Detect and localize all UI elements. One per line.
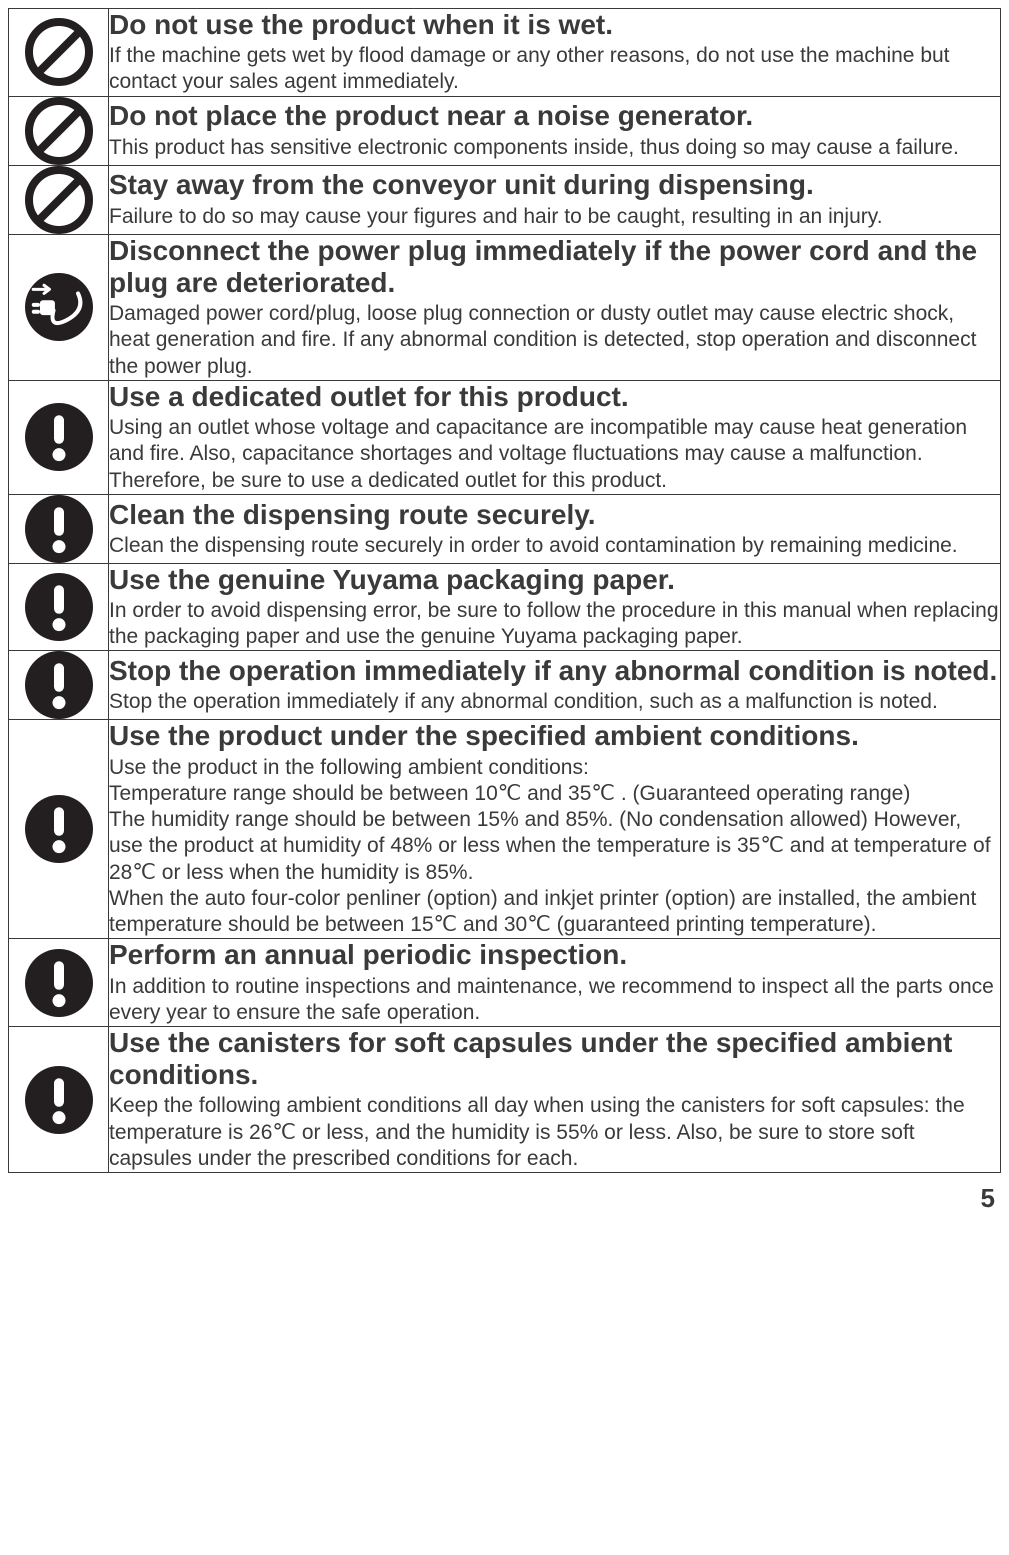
text-cell: Do not place the product near a noise ge… bbox=[109, 96, 1001, 165]
row-heading: Use a dedicated outlet for this product. bbox=[109, 381, 1000, 413]
row-body: Clean the dispensing route securely in o… bbox=[109, 533, 1000, 559]
text-cell: Perform an annual periodic inspection.In… bbox=[109, 939, 1001, 1027]
mandatory-icon bbox=[25, 795, 93, 863]
safety-row: Do not use the product when it is wet.If… bbox=[9, 9, 1001, 97]
safety-row: Use the canisters for soft capsules unde… bbox=[9, 1027, 1001, 1173]
row-heading: Use the genuine Yuyama packaging paper. bbox=[109, 564, 1000, 596]
text-cell: Clean the dispensing route securely.Clea… bbox=[109, 494, 1001, 563]
row-heading: Perform an annual periodic inspection. bbox=[109, 939, 1000, 971]
row-heading: Clean the dispensing route securely. bbox=[109, 499, 1000, 531]
icon-cell bbox=[9, 720, 109, 939]
row-heading: Do not use the product when it is wet. bbox=[109, 9, 1000, 41]
row-body: Failure to do so may cause your figures … bbox=[109, 204, 1000, 230]
icon-cell bbox=[9, 494, 109, 563]
safety-row: Clean the dispensing route securely.Clea… bbox=[9, 494, 1001, 563]
icon-cell bbox=[9, 651, 109, 720]
safety-row: Use the genuine Yuyama packaging paper.I… bbox=[9, 563, 1001, 651]
row-heading: Stay away from the conveyor unit during … bbox=[109, 169, 1000, 201]
mandatory-icon bbox=[25, 651, 93, 719]
row-body: If the machine gets wet by flood damage … bbox=[109, 43, 1000, 96]
mandatory-icon bbox=[25, 573, 93, 641]
unplug-icon bbox=[25, 273, 93, 341]
safety-row: Perform an annual periodic inspection.In… bbox=[9, 939, 1001, 1027]
row-body: In order to avoid dispensing error, be s… bbox=[109, 598, 1000, 651]
row-heading: Do not place the product near a noise ge… bbox=[109, 100, 1000, 132]
text-cell: Do not use the product when it is wet.If… bbox=[109, 9, 1001, 97]
mandatory-icon bbox=[25, 949, 93, 1017]
row-body: Use the product in the following ambient… bbox=[109, 755, 1000, 939]
row-body: Keep the following ambient conditions al… bbox=[109, 1093, 1000, 1172]
safety-row: Stay away from the conveyor unit during … bbox=[9, 165, 1001, 234]
text-cell: Stay away from the conveyor unit during … bbox=[109, 165, 1001, 234]
text-cell: Disconnect the power plug immediately if… bbox=[109, 234, 1001, 380]
safety-row: Use the product under the specified ambi… bbox=[9, 720, 1001, 939]
page-number: 5 bbox=[8, 1173, 1001, 1214]
row-body: Damaged power cord/plug, loose plug conn… bbox=[109, 301, 1000, 380]
icon-cell bbox=[9, 563, 109, 651]
row-heading: Stop the operation immediately if any ab… bbox=[109, 655, 1000, 687]
row-body: This product has sensitive electronic co… bbox=[109, 135, 1000, 161]
safety-table: Do not use the product when it is wet.If… bbox=[8, 8, 1001, 1173]
row-body: Using an outlet whose voltage and capaci… bbox=[109, 415, 1000, 494]
prohibit-icon bbox=[25, 18, 93, 86]
row-body: Stop the operation immediately if any ab… bbox=[109, 689, 1000, 715]
row-body: In addition to routine inspections and m… bbox=[109, 974, 1000, 1027]
mandatory-icon bbox=[25, 403, 93, 471]
icon-cell bbox=[9, 96, 109, 165]
text-cell: Use a dedicated outlet for this product.… bbox=[109, 380, 1001, 494]
mandatory-icon bbox=[25, 1066, 93, 1134]
text-cell: Use the genuine Yuyama packaging paper.I… bbox=[109, 563, 1001, 651]
icon-cell bbox=[9, 1027, 109, 1173]
mandatory-icon bbox=[25, 495, 93, 563]
safety-row: Stop the operation immediately if any ab… bbox=[9, 651, 1001, 720]
text-cell: Use the canisters for soft capsules unde… bbox=[109, 1027, 1001, 1173]
safety-row: Disconnect the power plug immediately if… bbox=[9, 234, 1001, 380]
prohibit-icon bbox=[25, 166, 93, 234]
icon-cell bbox=[9, 939, 109, 1027]
row-heading: Use the product under the specified ambi… bbox=[109, 720, 1000, 752]
icon-cell bbox=[9, 165, 109, 234]
icon-cell bbox=[9, 9, 109, 97]
icon-cell bbox=[9, 380, 109, 494]
icon-cell bbox=[9, 234, 109, 380]
text-cell: Stop the operation immediately if any ab… bbox=[109, 651, 1001, 720]
row-heading: Use the canisters for soft capsules unde… bbox=[109, 1027, 1000, 1091]
row-heading: Disconnect the power plug immediately if… bbox=[109, 235, 1000, 299]
prohibit-icon bbox=[25, 97, 93, 165]
safety-row: Do not place the product near a noise ge… bbox=[9, 96, 1001, 165]
text-cell: Use the product under the specified ambi… bbox=[109, 720, 1001, 939]
safety-row: Use a dedicated outlet for this product.… bbox=[9, 380, 1001, 494]
